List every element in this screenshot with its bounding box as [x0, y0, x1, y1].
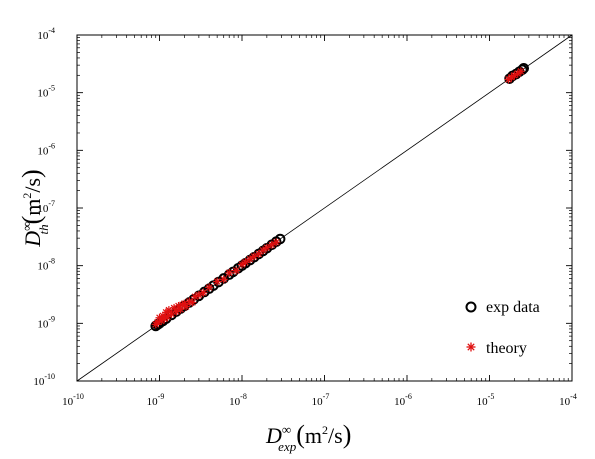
- y-tick-label: 10-8: [37, 257, 55, 273]
- y-tick-label: 10-9: [37, 314, 55, 330]
- y-tick-label: 10-4: [37, 26, 55, 42]
- x-tick-label: 10-6: [394, 392, 412, 408]
- y-tick-label: 10-6: [37, 141, 55, 157]
- x-tick-label: 10-4: [559, 392, 577, 408]
- x-tick-label: 10-7: [312, 392, 330, 408]
- legend-label-theory: theory: [486, 340, 527, 357]
- x-tick-label: 10-9: [147, 392, 165, 408]
- theory-point: [232, 266, 241, 275]
- y-tick-label: 10-10: [33, 372, 55, 388]
- theory-point: [254, 249, 263, 258]
- theory-point: [213, 277, 222, 286]
- y-tick-label: 10-5: [37, 84, 55, 100]
- y-axis-title: D∞ th(m2/s): [17, 169, 51, 247]
- legend-marker-theory: [466, 342, 476, 352]
- theory-point: [272, 238, 281, 247]
- theory-point: [267, 240, 276, 249]
- theory-point: [219, 275, 228, 284]
- legend-marker-exp-data: [465, 301, 477, 313]
- theory-point: [205, 283, 214, 292]
- data-series: [150, 62, 530, 332]
- x-axis-title: D∞ exp(m2/s): [265, 420, 351, 454]
- theory-point: [245, 255, 254, 264]
- axis-ticks: 10-10 10-9 10-8 10-7 10-6 10-5 10-4 10-10 10-9 10…: [33, 26, 577, 408]
- x-tick-label: 10-8: [229, 392, 247, 408]
- theory-point: [241, 258, 250, 267]
- theory-point: [188, 298, 197, 307]
- x-tick-label: 10-5: [477, 392, 495, 408]
- y-tick-label: 10-7: [37, 199, 55, 215]
- theory-point: [199, 288, 208, 297]
- theory-point: [163, 312, 172, 321]
- series-theory: [151, 67, 525, 329]
- theory-point: [516, 67, 525, 76]
- exp-data-point: [518, 62, 530, 74]
- legend: exp data theory: [465, 299, 540, 357]
- legend-label-exp-data: exp data: [486, 299, 540, 316]
- x-tick-label: 10-10: [62, 392, 84, 408]
- theory-point: [225, 268, 234, 277]
